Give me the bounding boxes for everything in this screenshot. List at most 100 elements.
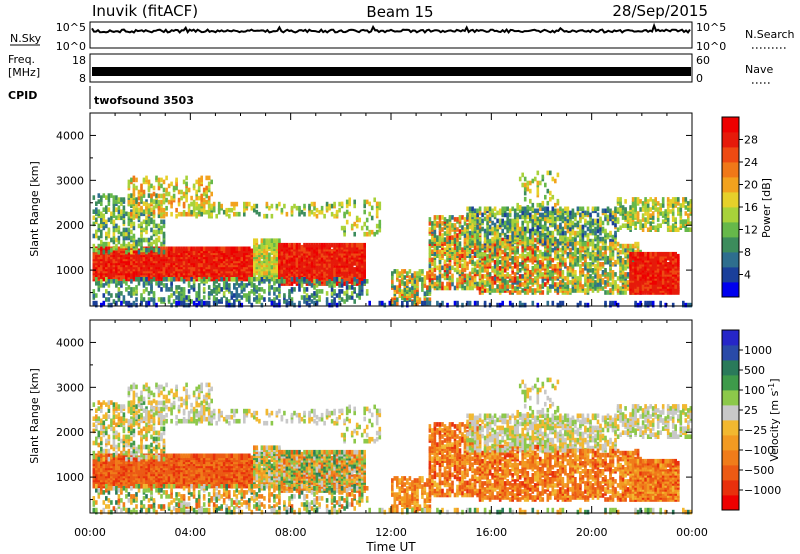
power-cell [566, 272, 570, 277]
power-cell [230, 207, 234, 213]
power-cell [263, 244, 266, 250]
power-cell [453, 233, 457, 238]
power-cell [102, 225, 106, 231]
power-cell [594, 226, 597, 232]
power-cell [539, 206, 542, 212]
power-cell [513, 255, 517, 261]
power-cell [182, 209, 186, 215]
power-cell [182, 179, 186, 185]
power-cell [609, 241, 612, 247]
power-cell [428, 297, 432, 302]
power-cell [611, 255, 615, 261]
power-cell [561, 270, 565, 275]
power-cell [508, 284, 512, 289]
power-cell [589, 238, 592, 244]
power-cell [162, 187, 166, 193]
power-cell [305, 287, 309, 292]
power-cell [100, 283, 103, 288]
freq-band [92, 67, 691, 76]
power-cell [350, 291, 354, 296]
power-cell [576, 255, 580, 261]
power-cell [606, 259, 610, 265]
power-cell [130, 197, 133, 202]
power-cell [571, 208, 575, 214]
power-cell [458, 241, 462, 246]
power-cell [363, 246, 366, 252]
power-cell [481, 212, 484, 218]
power-cell [353, 261, 356, 266]
power-cell [478, 286, 482, 291]
power-cell [365, 231, 369, 237]
power-cell [368, 211, 371, 217]
power-cell [95, 281, 98, 286]
power-cell [544, 232, 547, 238]
power-cell [248, 295, 251, 300]
power-cell [441, 281, 444, 287]
power-cell [546, 259, 550, 265]
power-cell [145, 277, 148, 282]
power-cell [127, 193, 131, 199]
power-cell [122, 227, 126, 233]
power-cell [596, 206, 600, 212]
power-cell [110, 193, 113, 198]
power-cell [566, 206, 570, 212]
power-cell [360, 225, 364, 231]
power-cell [541, 282, 545, 287]
power-cell [401, 269, 404, 274]
power-cell [165, 197, 168, 203]
power-cell [531, 226, 535, 232]
power-cell [202, 187, 206, 193]
power-cell [130, 209, 133, 214]
power-cell [217, 246, 221, 252]
power-cell [493, 206, 497, 212]
power-cell [468, 216, 472, 222]
power-cell [586, 220, 590, 226]
power-cell [320, 205, 324, 211]
power-cell [601, 245, 605, 251]
power-cell [398, 279, 402, 284]
power-cell [473, 214, 477, 220]
power-cell [192, 183, 196, 189]
power-cell [534, 276, 537, 281]
power-cell [330, 291, 334, 296]
power-cell [508, 245, 512, 251]
power-cell [245, 246, 249, 252]
power-cell [463, 221, 467, 226]
power-cell [127, 241, 131, 247]
power-cell [451, 265, 454, 271]
power-cell [308, 281, 311, 286]
power-cell [150, 297, 153, 302]
power-cell [360, 291, 364, 296]
power-cell [396, 289, 399, 294]
power-cell [456, 265, 459, 271]
power-cell [571, 228, 575, 234]
power-cell [165, 283, 168, 288]
power-cell [122, 239, 126, 245]
power-cell [523, 218, 527, 224]
power-cell [564, 282, 567, 287]
power-cell [295, 257, 299, 262]
power-cell [516, 276, 519, 281]
power-cell [428, 245, 432, 250]
power-cell [591, 268, 595, 273]
power-cell [503, 212, 507, 218]
power-cell [458, 277, 462, 283]
power-cell [115, 199, 118, 204]
power-cell [177, 285, 181, 290]
power-cell [165, 205, 168, 211]
power-cell [564, 257, 567, 263]
power-cell [496, 288, 499, 293]
power-cell [313, 279, 316, 284]
power-cell [604, 268, 607, 273]
power-cell [152, 185, 156, 191]
power-cell [486, 288, 489, 293]
power-cell [333, 297, 336, 302]
power-cell [360, 281, 364, 286]
power-cell [107, 283, 111, 288]
power-cell [541, 272, 545, 277]
power-cell [248, 246, 251, 252]
power-cell [298, 269, 301, 274]
power-cell [599, 236, 602, 242]
power-cell [175, 246, 178, 252]
power-cell [591, 257, 595, 263]
